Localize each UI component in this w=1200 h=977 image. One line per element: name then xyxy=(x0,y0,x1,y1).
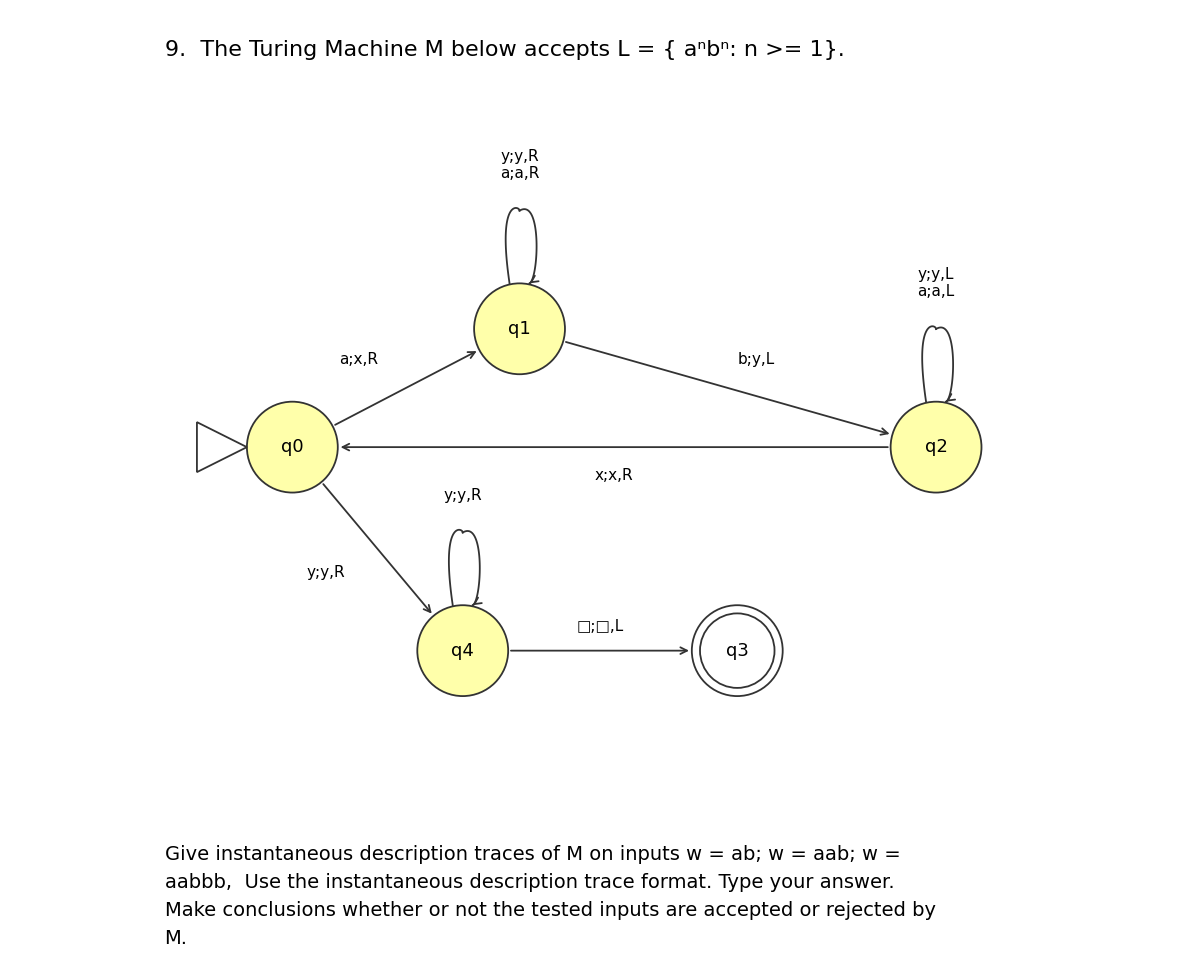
Text: x;x,R: x;x,R xyxy=(595,468,634,483)
Text: a;x,R: a;x,R xyxy=(340,352,378,367)
Circle shape xyxy=(692,605,782,696)
Text: y;y,R: y;y,R xyxy=(306,565,344,580)
Text: □;□,L: □;□,L xyxy=(576,619,624,634)
Text: y;y,L
a;a,L: y;y,L a;a,L xyxy=(918,267,955,300)
Text: b;y,L: b;y,L xyxy=(738,352,775,367)
Circle shape xyxy=(890,402,982,492)
Circle shape xyxy=(247,402,337,492)
Text: q0: q0 xyxy=(281,438,304,456)
Text: q3: q3 xyxy=(726,642,749,659)
Text: q2: q2 xyxy=(925,438,948,456)
Text: q4: q4 xyxy=(451,642,474,659)
Circle shape xyxy=(474,283,565,374)
Text: y;y,R
a;a,R: y;y,R a;a,R xyxy=(500,149,539,181)
Text: q1: q1 xyxy=(508,319,530,338)
Text: 9.  The Turing Machine M below accepts L = { aⁿbⁿ: n >= 1}.: 9. The Turing Machine M below accepts L … xyxy=(164,40,845,60)
Text: y;y,R: y;y,R xyxy=(444,488,482,503)
Circle shape xyxy=(418,605,508,696)
Text: Give instantaneous description traces of M on inputs w = ab; w = aab; w =
aabbb,: Give instantaneous description traces of… xyxy=(164,845,936,948)
